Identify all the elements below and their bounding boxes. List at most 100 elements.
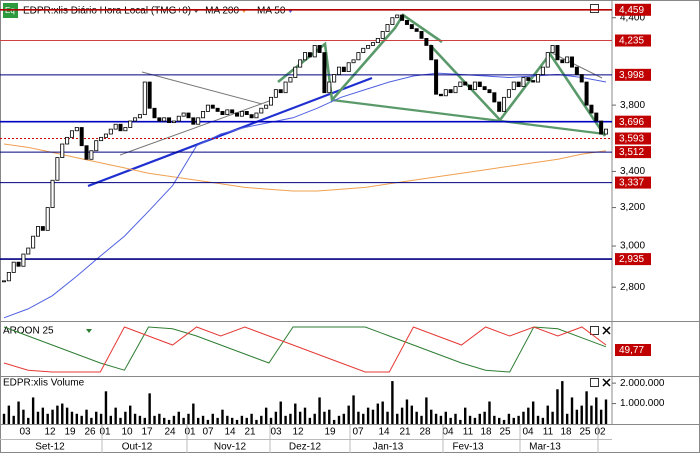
volume-bar xyxy=(318,397,321,424)
pattern-line xyxy=(277,13,443,104)
maximize-button[interactable] xyxy=(590,4,599,13)
candle xyxy=(526,77,531,81)
maximize-button[interactable] xyxy=(590,326,599,335)
level-label: 3,593 xyxy=(619,134,644,145)
candle xyxy=(361,47,366,53)
volume-bar xyxy=(138,415,142,424)
candle xyxy=(502,96,507,112)
candle xyxy=(26,247,31,255)
level-label-box xyxy=(615,115,651,128)
legend-ma200: MA 200 xyxy=(205,6,239,17)
candle xyxy=(560,59,565,64)
volume-bar xyxy=(182,417,185,424)
volume-bar xyxy=(17,401,20,424)
volume-bar xyxy=(7,405,11,424)
volume-bar xyxy=(90,417,93,424)
x-tick-label: 25 xyxy=(579,427,591,438)
y-tick-label: 1.000.000 xyxy=(620,398,665,409)
volume-bar xyxy=(425,397,428,424)
candle xyxy=(2,280,7,283)
volume-bar xyxy=(366,407,370,424)
candle xyxy=(506,89,511,98)
candle xyxy=(94,140,99,152)
volume-bar xyxy=(556,389,559,424)
volume-bar xyxy=(396,413,399,424)
candle xyxy=(65,136,70,145)
y-tick-label: 3,200 xyxy=(620,202,645,213)
moving-average xyxy=(3,72,607,319)
volume-bar xyxy=(289,413,292,424)
y-tick-label: 3,400 xyxy=(620,166,645,177)
volume-bar xyxy=(444,411,447,424)
candle xyxy=(142,81,147,116)
candle xyxy=(312,45,317,58)
volume-bar xyxy=(507,413,511,424)
x-tick-label: 19 xyxy=(64,427,76,438)
volume-bar xyxy=(323,411,326,424)
x-tick-label: 10 xyxy=(121,427,133,438)
candle xyxy=(205,104,210,112)
volume-bar xyxy=(51,409,54,424)
x-tick-label: 04 xyxy=(522,427,534,438)
volume-bar xyxy=(561,381,564,424)
volume-bar xyxy=(36,411,40,424)
close-button[interactable] xyxy=(602,326,611,335)
candle xyxy=(521,77,526,87)
candle xyxy=(123,127,128,132)
candle xyxy=(579,74,584,83)
candle xyxy=(269,96,274,106)
volume-bar xyxy=(400,407,404,424)
volume-bar xyxy=(459,419,462,424)
close-button[interactable] xyxy=(602,378,611,387)
x-tick-label: 26 xyxy=(84,427,96,438)
candle xyxy=(565,56,570,64)
volume-bar xyxy=(109,415,113,424)
x-tick-label: 01 xyxy=(184,427,196,438)
candle xyxy=(463,81,468,86)
candle xyxy=(133,117,138,122)
level-label-box xyxy=(615,253,651,266)
month-label: Set-12 xyxy=(35,442,65,453)
volume-bar xyxy=(464,407,467,424)
volume-bar xyxy=(439,415,443,424)
maximize-button[interactable] xyxy=(590,378,599,387)
volume-bar xyxy=(478,413,481,424)
candle xyxy=(370,42,375,46)
volume-bar xyxy=(328,409,331,424)
candle xyxy=(395,14,400,19)
candle xyxy=(278,89,283,94)
candle xyxy=(540,66,545,75)
volume-bar xyxy=(551,411,554,424)
x-tick-label: 03 xyxy=(19,427,31,438)
volume-bar xyxy=(483,411,486,424)
volume-bar xyxy=(177,411,180,424)
volume-bar xyxy=(371,409,375,424)
x-tick-label: 04 xyxy=(442,427,454,438)
x-tick-label: 07 xyxy=(202,427,214,438)
candle xyxy=(157,117,162,122)
volume-bar xyxy=(201,415,205,424)
volume-bar xyxy=(163,417,166,424)
volume-bar xyxy=(502,419,506,424)
volume-bar xyxy=(405,399,409,424)
candle xyxy=(288,77,293,83)
candle xyxy=(594,112,599,122)
volume-bar xyxy=(604,399,608,424)
volume-bar xyxy=(56,405,59,424)
volume-bar xyxy=(153,415,156,424)
level-label-box xyxy=(615,176,651,189)
candle xyxy=(283,81,288,94)
candle xyxy=(230,109,235,114)
candle xyxy=(385,24,390,32)
candle xyxy=(298,59,303,68)
volume-bar xyxy=(284,415,287,424)
candle xyxy=(84,145,89,160)
candle xyxy=(79,127,84,147)
level-label-box xyxy=(615,34,651,47)
candle xyxy=(497,101,502,112)
candle xyxy=(249,114,254,119)
candle xyxy=(453,86,458,94)
volume-bar xyxy=(279,401,282,424)
candle xyxy=(550,45,555,53)
